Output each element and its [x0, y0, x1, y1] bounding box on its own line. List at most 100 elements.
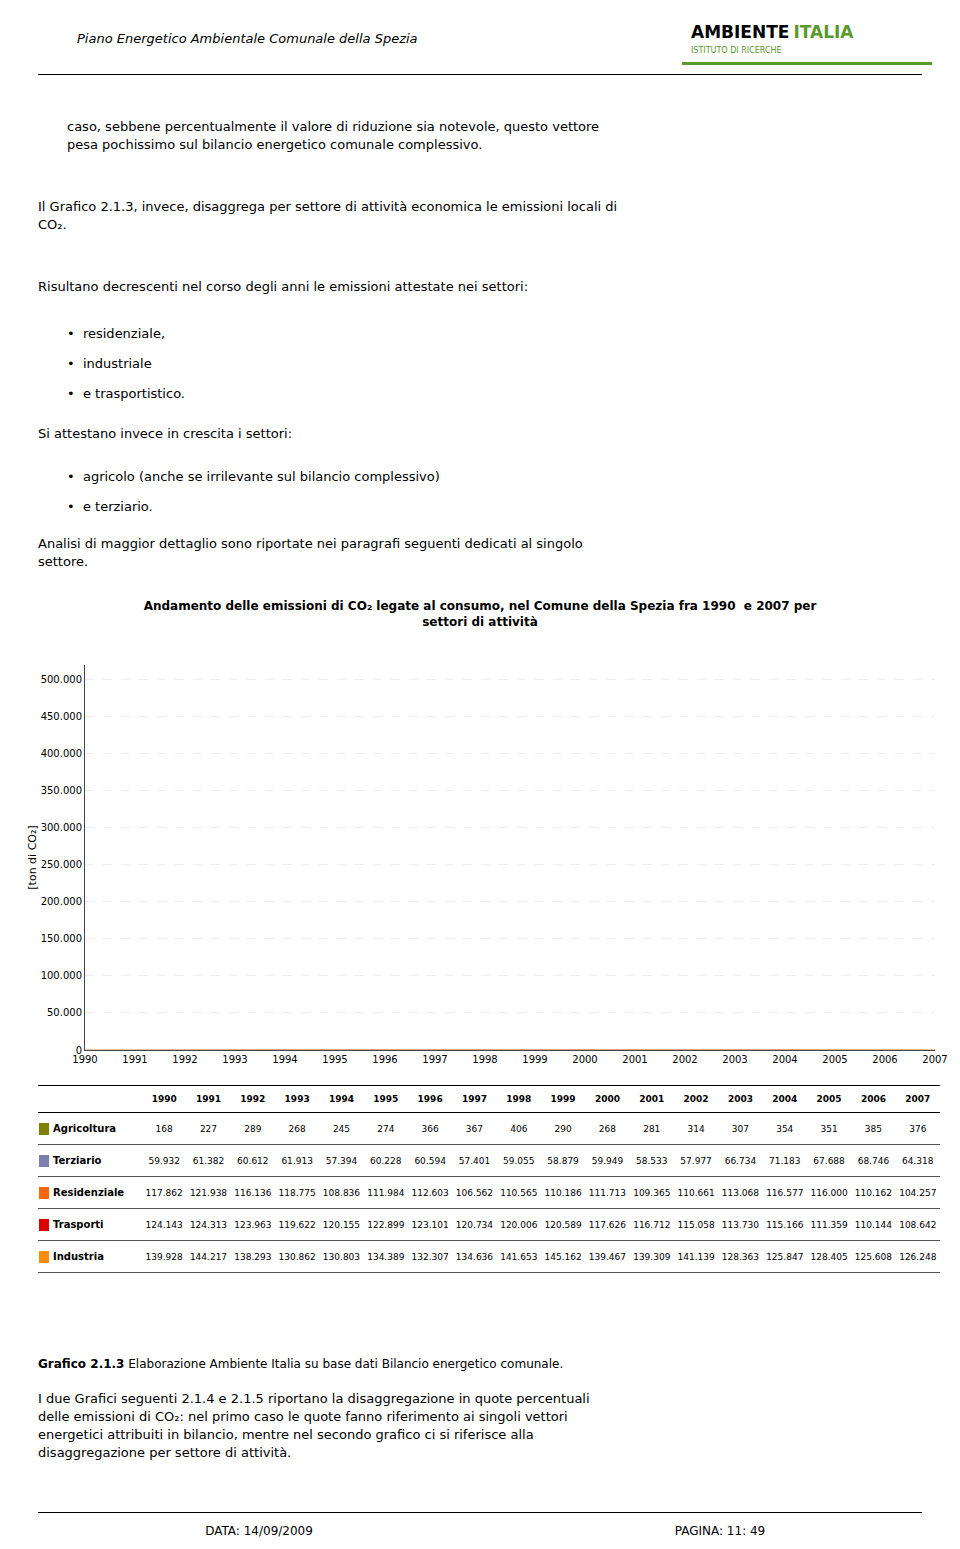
- svg-text:500.000: 500.000: [41, 674, 82, 685]
- html-text:245: 245: [332, 1123, 351, 1134]
- svg-text:[ton di CO₂]: [ton di CO₂]: [26, 825, 39, 889]
- html-text:AMBIENTE ITALIA: AMBIENTE ITALIA: [691, 22, 854, 42]
- html-text:59.932: 59.932: [148, 1155, 180, 1166]
- html-text:I due Grafici seguenti 2.1.4 e: I due Grafici seguenti 2.1.4 e 2.1.5 rip…: [38, 1391, 590, 1460]
- svg-text:350.000: 350.000: [41, 785, 82, 796]
- svg-text:1996: 1996: [372, 1054, 397, 1065]
- svg-text:450.000: 450.000: [41, 711, 82, 722]
- svg-text:2001: 2001: [622, 1054, 647, 1065]
- html-text:108.836: 108.836: [322, 1187, 361, 1198]
- svg-text:1997: 1997: [422, 1054, 447, 1065]
- html-text:406: 406: [510, 1123, 528, 1134]
- html-text:111.984: 111.984: [367, 1187, 405, 1198]
- html-text:Grafico 2.1.3 Elaborazione Amb: Grafico 2.1.3 Elaborazione Ambiente Ital…: [38, 1357, 564, 1371]
- svg-text:1998: 1998: [472, 1054, 497, 1065]
- html-text:307: 307: [731, 1123, 749, 1134]
- svg-text:1992: 1992: [172, 1054, 197, 1065]
- html-text:68.746: 68.746: [857, 1155, 890, 1166]
- html-text:60.612: 60.612: [237, 1155, 269, 1166]
- svg-text:1994: 1994: [272, 1054, 297, 1065]
- svg-text:1995: 1995: [322, 1054, 347, 1065]
- svg-text:250.000: 250.000: [41, 859, 82, 870]
- html-text:376: 376: [909, 1123, 927, 1134]
- html-text:268: 268: [598, 1123, 616, 1134]
- html-text:Terziario: Terziario: [53, 1154, 102, 1166]
- html-text:Analisi di maggior dettaglio s: Analisi di maggior dettaglio sono riport…: [38, 536, 583, 569]
- svg-text:2006: 2006: [872, 1054, 897, 1065]
- html-text:117.862: 117.862: [145, 1187, 183, 1198]
- html-text:66.734: 66.734: [724, 1155, 757, 1166]
- html-text:109.365: 109.365: [633, 1187, 671, 1198]
- svg-text:150.000: 150.000: [41, 933, 82, 944]
- svg-text:400.000: 400.000: [41, 748, 82, 759]
- html-text:67.688: 67.688: [813, 1155, 845, 1166]
- html-text:64.318: 64.318: [902, 1155, 934, 1166]
- svg-text:1991: 1991: [122, 1054, 147, 1065]
- html-text:289: 289: [244, 1123, 262, 1134]
- html-text:61.382: 61.382: [192, 1155, 225, 1166]
- html-text:385: 385: [864, 1123, 882, 1134]
- html-text:57.977: 57.977: [680, 1155, 712, 1166]
- html-text:268: 268: [288, 1123, 306, 1134]
- svg-text:2002: 2002: [672, 1054, 697, 1065]
- html-text:121.938: 121.938: [189, 1187, 228, 1198]
- html-text:Il Grafico 2.1.3, invece, disa: Il Grafico 2.1.3, invece, disaggrega per…: [38, 199, 618, 232]
- html-text:60.594: 60.594: [414, 1155, 446, 1166]
- html-text:281: 281: [643, 1123, 661, 1134]
- html-text:• e terziario.: • e terziario.: [67, 499, 153, 514]
- html-text:111.713: 111.713: [588, 1187, 626, 1198]
- html-text:Risultano decrescenti nel cors: Risultano decrescenti nel corso degli an…: [38, 279, 528, 294]
- html-text:367: 367: [465, 1123, 483, 1134]
- html-text:366: 366: [421, 1123, 439, 1134]
- html-text:227: 227: [199, 1123, 218, 1134]
- html-text:274: 274: [377, 1123, 395, 1134]
- svg-text:1990: 1990: [72, 1054, 97, 1065]
- svg-text:1993: 1993: [222, 1054, 247, 1065]
- html-text:110.565: 110.565: [500, 1187, 538, 1198]
- html-text:58.533: 58.533: [636, 1155, 668, 1166]
- svg-text:100.000: 100.000: [41, 970, 82, 981]
- html-text:351: 351: [820, 1123, 838, 1134]
- html-text:• e trasportistico.: • e trasportistico.: [67, 386, 185, 401]
- html-text:168: 168: [155, 1123, 173, 1134]
- html-text:Residenziale: Residenziale: [53, 1186, 125, 1198]
- html-text:116.136: 116.136: [234, 1187, 272, 1198]
- html-text:57.401: 57.401: [458, 1155, 491, 1166]
- html-text:Trasporti: Trasporti: [53, 1218, 104, 1230]
- html-text:118.775: 118.775: [278, 1187, 316, 1198]
- html-text:caso, sebbene percentualmente: caso, sebbene percentualmente il valore …: [67, 119, 600, 152]
- html-text:Si attestano invece in crescit: Si attestano invece in crescita i settor…: [38, 426, 293, 441]
- html-text:354: 354: [776, 1123, 794, 1134]
- html-text:57.394: 57.394: [325, 1155, 358, 1166]
- html-text:112.603: 112.603: [411, 1187, 449, 1198]
- html-text:71.183: 71.183: [769, 1155, 801, 1166]
- html-text:PAGINA: 11: 49: PAGINA: 11: 49: [674, 1524, 766, 1538]
- html-text:61.913: 61.913: [281, 1155, 313, 1166]
- html-text:110.186: 110.186: [544, 1187, 582, 1198]
- svg-text:0: 0: [76, 1045, 82, 1056]
- html-text:• residenziale,: • residenziale,: [67, 326, 165, 341]
- html-text:59.055: 59.055: [503, 1155, 535, 1166]
- svg-text:2004: 2004: [772, 1054, 797, 1065]
- svg-text:2000: 2000: [572, 1054, 597, 1065]
- svg-text:2005: 2005: [822, 1054, 847, 1065]
- svg-text:Andamento delle emissioni di C: Andamento delle emissioni di CO₂ legate …: [144, 599, 817, 629]
- html-text:Agricoltura: Agricoltura: [53, 1122, 117, 1134]
- html-text:DATA: 14/09/2009: DATA: 14/09/2009: [205, 1524, 313, 1538]
- html-text:290: 290: [554, 1123, 572, 1134]
- svg-text:200.000: 200.000: [41, 896, 82, 907]
- html-text:59.949: 59.949: [591, 1155, 624, 1166]
- html-text:• agricolo (anche se irrilevan: • agricolo (anche se irrilevante sul bil…: [67, 469, 440, 484]
- svg-text:2007: 2007: [922, 1054, 947, 1065]
- svg-text:1999: 1999: [522, 1054, 547, 1065]
- html-text:Industria: Industria: [53, 1250, 104, 1262]
- svg-text:2003: 2003: [722, 1054, 747, 1065]
- html-text:106.562: 106.562: [455, 1187, 494, 1198]
- html-text:58.879: 58.879: [547, 1155, 579, 1166]
- html-text:Piano Energetico Ambientale Co: Piano Energetico Ambientale Comunale del…: [77, 31, 418, 46]
- html-text:60.228: 60.228: [370, 1155, 402, 1166]
- svg-text:50.000: 50.000: [47, 1007, 82, 1018]
- svg-text:300.000: 300.000: [41, 822, 82, 833]
- html-text:314: 314: [687, 1123, 705, 1134]
- html-text:• industriale: • industriale: [67, 356, 152, 371]
